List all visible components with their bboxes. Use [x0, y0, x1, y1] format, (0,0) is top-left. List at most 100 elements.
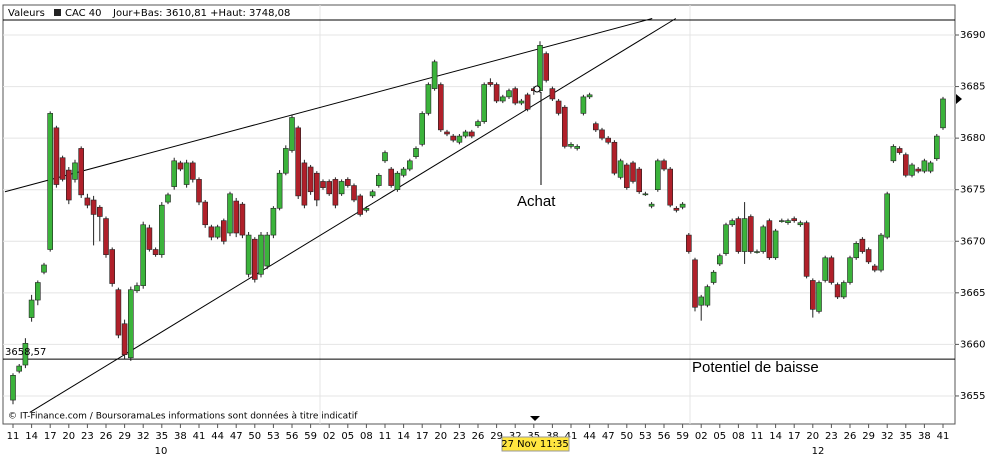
candle-body: [654, 160, 661, 190]
x-group-label: 10: [155, 446, 168, 457]
candle-body: [921, 160, 928, 172]
x-tick-label: 32: [881, 431, 894, 442]
candle-body: [840, 282, 847, 298]
candle-body: [344, 179, 351, 186]
candle-body: [555, 100, 562, 114]
candle-body: [109, 249, 115, 284]
candle-body: [493, 84, 500, 102]
candle-body: [524, 94, 531, 110]
candle-body: [264, 234, 271, 267]
x-tick-label: 38: [918, 431, 931, 442]
candle-body: [22, 343, 29, 366]
x-tick-label: 02: [323, 431, 336, 442]
x-tick-label: 26: [100, 431, 113, 442]
candle-body: [909, 164, 915, 176]
candle-body: [34, 282, 41, 301]
candle-body: [512, 88, 519, 104]
candle-body: [431, 61, 438, 89]
candle-body: [313, 172, 320, 201]
candle-body: [258, 234, 264, 275]
candle-body: [159, 204, 165, 255]
annotation: Potentiel de baisse: [692, 359, 819, 376]
candle-body: [667, 168, 674, 206]
candle-body: [468, 131, 475, 137]
y-tick-label: 3665: [960, 288, 985, 299]
x-tick-label: 44: [211, 431, 224, 442]
candle-body: [475, 121, 481, 127]
candle-body: [214, 226, 221, 238]
candle-body: [413, 148, 419, 157]
candle-body: [599, 129, 605, 139]
candle-body: [28, 299, 35, 318]
candle-body: [642, 193, 649, 196]
y-tick-label: 3685: [960, 82, 985, 93]
last-price-marker: [956, 93, 962, 104]
candle-body: [859, 238, 866, 252]
candle-body: [252, 238, 258, 280]
plot-area: [2, 4, 956, 425]
candle-body: [245, 234, 252, 275]
plot-clip: [3, 18, 955, 413]
x-tick-label: 41: [193, 431, 206, 442]
x-tick-label: 50: [620, 431, 633, 442]
candle-body: [208, 226, 215, 238]
candle-body: [648, 203, 655, 207]
candle-body: [233, 200, 239, 234]
candle-body: [276, 172, 283, 209]
chart-layer: 3655 3660 3665 3670 3675 3680 3685 3690 11 14 17 20…: [3, 18, 985, 442]
candle-body: [84, 197, 91, 206]
candle-body: [878, 234, 884, 271]
candle-body: [375, 174, 382, 186]
candle-body: [605, 137, 612, 143]
candle-body: [785, 220, 791, 223]
candle-body: [927, 162, 934, 172]
candle-body: [710, 271, 717, 283]
x-tick-label: 29: [862, 431, 875, 442]
series-marker: [54, 9, 61, 16]
candle-body: [66, 169, 72, 201]
candle-body: [152, 249, 159, 255]
x-tick-label: 20: [62, 431, 75, 442]
candle-body: [190, 162, 196, 180]
series-name: CAC 40: [65, 8, 102, 19]
x-tick-label: 23: [453, 431, 466, 442]
candle-body: [890, 146, 897, 162]
x-tick-label: 17: [416, 431, 429, 442]
candle-body: [134, 285, 140, 292]
candle-body: [623, 164, 630, 188]
candle-body: [822, 257, 829, 281]
candle-body: [406, 160, 413, 170]
candle-body: [896, 148, 903, 153]
candle-body: [53, 127, 60, 185]
y-tick-label: 3675: [960, 185, 985, 196]
x-tick-label: 14: [769, 431, 782, 442]
candle-body: [270, 207, 277, 236]
candle-body: [940, 98, 946, 129]
candle-body: [791, 218, 798, 221]
y-tick-label: 3660: [960, 339, 985, 350]
candle-body: [586, 94, 593, 98]
y-tick-label: 3655: [960, 391, 985, 402]
x-tick-label: 29: [118, 431, 131, 442]
candle-body: [41, 264, 47, 273]
candle-body: [320, 181, 326, 188]
candle-body: [853, 243, 860, 259]
x-tick-label: 59: [676, 431, 689, 442]
candle-body: [760, 226, 767, 252]
x-tick-label: 47: [602, 431, 615, 442]
candle-body: [171, 160, 177, 187]
x-tick-label: 05: [713, 431, 726, 442]
candle-body: [871, 265, 878, 271]
candle-body: [499, 96, 506, 102]
x-tick-label: 35: [155, 431, 168, 442]
candle-body: [487, 82, 494, 85]
x-tick-label: 17: [44, 431, 57, 442]
candle-body: [747, 216, 754, 252]
candle-body: [419, 113, 426, 145]
candle-body: [72, 162, 78, 180]
cursor-marker: [530, 416, 540, 421]
buy-marker-icon: [533, 85, 541, 93]
candle-body: [568, 144, 574, 147]
x-tick-label: 11: [751, 431, 764, 442]
